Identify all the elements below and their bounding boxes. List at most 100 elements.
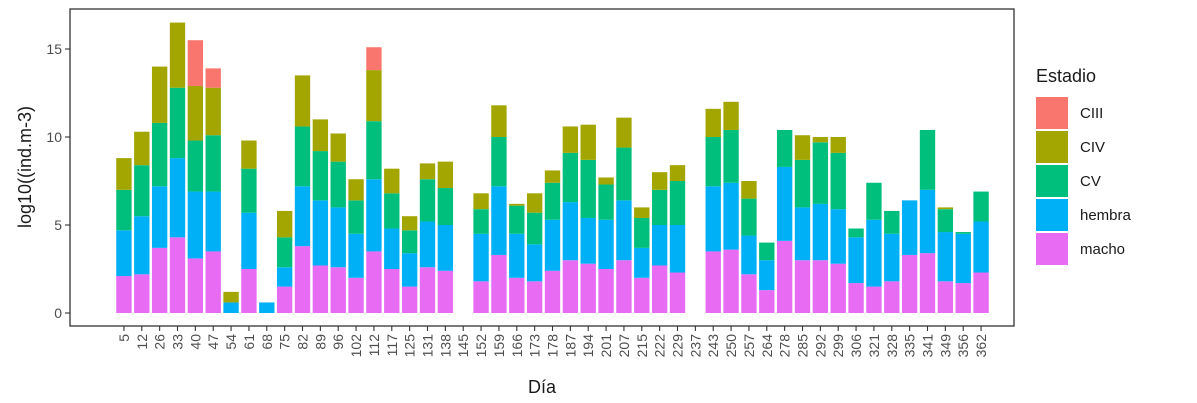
x-tick-label: 341	[920, 334, 936, 358]
bar-segment-cv-dia-82	[294, 126, 311, 187]
bar-segment-cv-dia-75	[276, 237, 293, 268]
bar-segment-civ-dia-152	[473, 193, 489, 210]
x-tick-label: 138	[437, 334, 453, 358]
bar-segment-civ-dia-117	[384, 168, 400, 194]
x-tick-label: 243	[705, 334, 721, 358]
x-tick-label: 356	[955, 334, 971, 358]
bar-segment-hembra-dia-152	[473, 233, 489, 282]
bar-segment-civ-dia-61	[241, 140, 257, 169]
x-tick-label: 173	[527, 334, 543, 358]
x-tick-label: 335	[902, 334, 918, 358]
legend-label-ciii: CIII	[1080, 105, 1103, 122]
bar-segment-hembra-dia-112	[366, 179, 382, 252]
bar-segment-macho-dia-285	[794, 260, 811, 313]
bar-segment-hembra-dia-285	[794, 207, 811, 261]
x-tick-label: 54	[223, 334, 239, 350]
bar-segment-macho-dia-222	[651, 265, 668, 313]
bar-segment-hembra-dia-96	[330, 207, 346, 268]
bar-segment-civ-dia-125	[401, 216, 418, 231]
x-tick-label: 187	[562, 334, 578, 358]
bar-segment-cv-dia-229	[669, 181, 686, 225]
y-tick-label: 0	[54, 305, 62, 321]
bar-segment-macho-dia-5	[116, 276, 132, 313]
x-tick-label: 33	[170, 334, 186, 350]
bar-segment-hembra-dia-54	[223, 302, 239, 313]
bar-segment-civ-dia-250	[723, 101, 739, 130]
bar-segment-civ-dia-40	[187, 85, 204, 141]
bar-segment-hembra-dia-82	[294, 186, 311, 247]
bar-segment-cv-dia-207	[616, 147, 632, 201]
y-tick-label: 5	[54, 217, 62, 233]
bar-segment-macho-dia-61	[241, 269, 257, 313]
bar-segment-hembra-dia-362	[973, 221, 989, 273]
bar-segment-macho-dia-159	[491, 254, 507, 313]
bar-segment-cv-dia-356	[955, 232, 971, 234]
x-tick-label: 349	[937, 334, 953, 358]
bar-segment-cv-dia-125	[401, 230, 418, 254]
x-tick-label: 102	[348, 334, 364, 358]
bar-segment-cv-dia-222	[651, 189, 668, 225]
bar-segment-cv-dia-159	[491, 137, 507, 187]
bar-segment-cv-dia-299	[830, 152, 846, 210]
bar-segment-macho-dia-102	[348, 277, 364, 313]
panel-border	[69, 8, 1015, 327]
bar-segment-hembra-dia-125	[401, 253, 418, 287]
x-tick-label: 131	[420, 334, 436, 358]
x-tick-label: 222	[652, 334, 668, 358]
bar-segment-ciii-dia-47	[205, 68, 221, 88]
legend-key-hembra	[1036, 199, 1068, 231]
bar-segment-civ-dia-138	[437, 161, 454, 189]
x-axis: 5 12 26 33 40 47 54 61 68 75 82 89 96 102 112 117 125 131…	[116, 326, 989, 357]
x-tick-label: 194	[580, 334, 596, 358]
bar-segment-hembra-dia-341	[919, 189, 936, 254]
bar-segment-macho-dia-173	[526, 281, 543, 313]
bar-segment-ciii-dia-112	[366, 47, 382, 71]
bar-segment-macho-dia-362	[973, 272, 989, 313]
x-tick-label: 328	[884, 334, 900, 358]
bar-segment-cv-dia-96	[330, 161, 346, 208]
bar-segment-macho-dia-335	[901, 254, 918, 313]
bar-segment-macho-dia-257	[741, 274, 757, 313]
bar-segment-cv-dia-341	[919, 129, 936, 190]
bar-segment-cv-dia-362	[973, 191, 989, 222]
bar-segment-cv-dia-292	[812, 142, 829, 204]
bar-segment-macho-dia-243	[705, 251, 721, 313]
bar-segment-civ-dia-229	[669, 165, 686, 181]
bar-segment-civ-dia-201	[598, 177, 614, 185]
x-tick-label: 152	[473, 334, 489, 358]
bar-segment-hembra-dia-207	[616, 200, 632, 261]
bar-segment-hembra-dia-321	[866, 219, 882, 287]
bar-segment-hembra-dia-159	[491, 186, 507, 255]
bar-segment-cv-dia-328	[884, 210, 900, 234]
x-tick-label: 159	[491, 334, 507, 358]
bar-segment-hembra-dia-243	[705, 186, 721, 252]
bar-segment-hembra-dia-250	[723, 182, 739, 250]
x-tick-label: 292	[812, 334, 828, 358]
x-tick-label: 166	[509, 334, 525, 358]
bar-segment-macho-dia-264	[759, 290, 775, 313]
bar-segment-macho-dia-89	[312, 265, 329, 313]
bar-segment-macho-dia-328	[884, 281, 900, 313]
x-tick-label: 47	[205, 334, 221, 350]
legend-key-civ	[1036, 131, 1068, 163]
bar-segment-civ-dia-215	[634, 207, 650, 218]
legend-key-ciii	[1036, 97, 1068, 129]
bar-segment-hembra-dia-117	[384, 228, 400, 269]
bar-segment-civ-dia-96	[330, 133, 346, 162]
legend-title: Estadio	[1036, 66, 1096, 86]
bar-segment-civ-dia-257	[741, 181, 757, 199]
bar-segment-cv-dia-306	[848, 228, 864, 238]
bar-segment-macho-dia-82	[294, 246, 311, 313]
bar-segment-civ-dia-5	[116, 158, 132, 190]
x-tick-label: 201	[598, 334, 614, 358]
bar-segment-civ-dia-89	[312, 119, 329, 152]
bar-segment-cv-dia-278	[776, 129, 793, 167]
bar-segment-hembra-dia-12	[134, 216, 150, 275]
x-tick-label: 61	[241, 334, 257, 350]
bar-segment-civ-dia-26	[151, 66, 168, 123]
bar-segment-hembra-dia-166	[509, 233, 525, 278]
y-axis-title: log10((ind.m-3)	[15, 106, 35, 228]
x-tick-label: 299	[830, 334, 846, 358]
bar-segment-hembra-dia-257	[741, 235, 757, 275]
bar-segment-hembra-dia-26	[151, 186, 168, 248]
